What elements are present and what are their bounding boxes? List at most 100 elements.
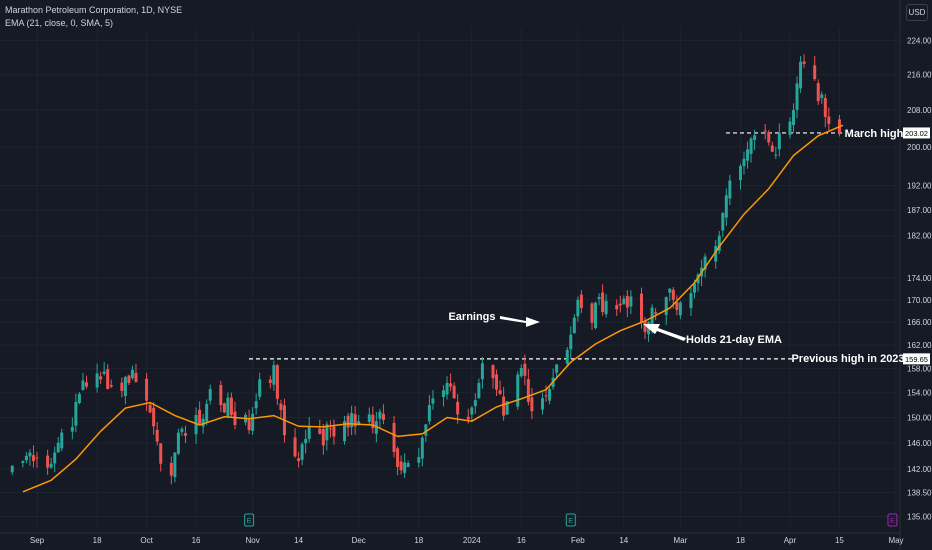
candle-body — [565, 349, 569, 364]
candle-body — [579, 294, 583, 309]
candle-body — [318, 428, 322, 434]
candle-body — [714, 246, 718, 262]
candle-body — [813, 65, 817, 80]
candle-body — [254, 401, 258, 409]
candle-body — [456, 401, 460, 415]
earnings-marker-icon — [244, 513, 255, 527]
candle-body — [689, 293, 693, 309]
x-tick-label: 16 — [517, 536, 526, 545]
candle-body — [480, 363, 484, 380]
x-tick-label: 16 — [192, 536, 201, 545]
candle-body — [130, 369, 134, 379]
candle-body — [106, 369, 110, 390]
candle-body — [742, 158, 746, 167]
x-tick-label: 14 — [619, 536, 628, 545]
candle-body — [10, 465, 14, 473]
earnings-arrow — [500, 316, 540, 327]
candle-body — [134, 372, 138, 382]
candle-body — [60, 432, 64, 449]
candle-body — [374, 421, 378, 434]
x-tick-label: May — [888, 536, 903, 545]
candle-body — [123, 376, 127, 397]
y-tick-label: 182.00 — [907, 232, 932, 241]
candle-body — [466, 416, 470, 420]
earnings-marker-icon — [887, 513, 898, 527]
x-tick-label: 18 — [93, 536, 102, 545]
x-tick-label: 18 — [736, 536, 745, 545]
candle-body — [572, 317, 576, 334]
candle-body — [152, 407, 156, 427]
y-tick-label: 170.00 — [907, 296, 932, 305]
candle-body — [46, 455, 50, 468]
candle-body — [625, 296, 629, 308]
candle-body — [544, 395, 548, 397]
y-tick-label: 146.00 — [907, 439, 932, 448]
earnings-label: Earnings — [448, 311, 495, 323]
x-tick-label: Feb — [571, 536, 585, 545]
candle-body — [477, 383, 481, 399]
candle-body — [427, 405, 431, 422]
candle-body — [109, 384, 113, 387]
candle-body — [615, 304, 619, 310]
holds-ema-label: Holds 21-day EMA — [686, 334, 782, 346]
candle-body — [49, 463, 53, 468]
candle-body — [367, 414, 371, 422]
candle-body — [724, 195, 728, 218]
candle-body — [406, 463, 410, 468]
candle-body — [70, 426, 74, 432]
candle-body — [728, 180, 732, 199]
candle-body — [816, 83, 820, 102]
candle-body — [767, 132, 771, 143]
earnings-marker-label: E — [568, 516, 573, 525]
candle-body — [643, 321, 647, 332]
candle-body — [268, 379, 272, 384]
candle-body — [346, 415, 350, 428]
candle-body — [777, 133, 781, 150]
candle-body — [668, 288, 672, 293]
candle-body — [717, 235, 721, 251]
candle-body — [258, 379, 262, 397]
candle-body — [654, 312, 658, 314]
earnings-marker-label: E — [890, 516, 895, 525]
candle-body — [788, 121, 792, 135]
previous-high-label: Previous high in 2023 — [791, 353, 904, 365]
y-tick-label: 192.00 — [907, 181, 932, 190]
candle-body — [530, 397, 534, 412]
candle-body — [629, 296, 633, 307]
candle-body — [526, 379, 530, 402]
candle-body — [802, 61, 806, 64]
candle-body — [622, 298, 626, 305]
candle-body — [332, 426, 336, 437]
candle-body — [378, 411, 382, 419]
candle-body — [350, 413, 354, 428]
y-tick-label: 154.00 — [907, 389, 932, 398]
candle-body — [31, 455, 35, 462]
candle-body — [127, 375, 131, 384]
currency-button[interactable]: USD — [906, 4, 928, 21]
y-tick-label: 138.50 — [907, 488, 932, 497]
candle-body — [753, 135, 757, 140]
candle-body — [222, 403, 226, 413]
candle-body — [491, 364, 495, 379]
x-tick-label: Apr — [784, 536, 797, 545]
march-high-price: 203.02 — [905, 129, 928, 138]
x-tick-label: Sep — [30, 536, 45, 545]
x-tick-label: Mar — [673, 536, 687, 545]
candle-body — [120, 382, 124, 391]
y-tick-label: 135.00 — [907, 512, 932, 521]
candle-body — [799, 61, 803, 89]
candle-body — [541, 398, 545, 410]
y-tick-label: 150.00 — [907, 413, 932, 422]
march-high-price-tag — [903, 127, 930, 139]
candle-body — [53, 452, 57, 464]
candle-body — [208, 389, 212, 401]
x-tick-label: 2024 — [463, 536, 481, 545]
candle-body — [145, 378, 149, 401]
x-tick-label: Nov — [246, 536, 260, 545]
candle-body — [827, 116, 831, 124]
previous-high-price-tag — [903, 353, 930, 365]
candle-body — [820, 94, 824, 99]
candle-body — [431, 398, 435, 404]
candle-body — [35, 457, 39, 459]
